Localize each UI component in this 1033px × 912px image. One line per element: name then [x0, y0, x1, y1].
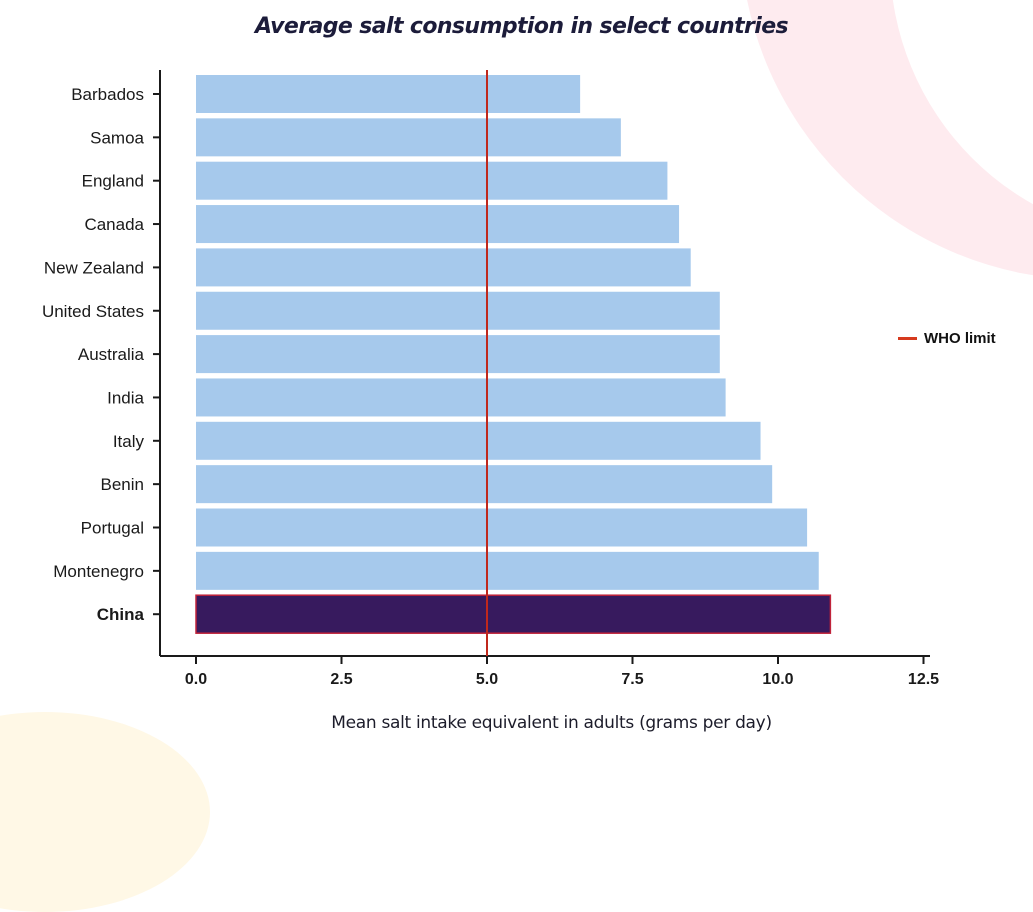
y-tick-label-china: China	[97, 605, 145, 624]
chart-title: Average salt consumption in select count…	[254, 14, 789, 39]
bar-india	[196, 378, 726, 417]
bar-chart: Barbados Samoa England Canada New Zealand Uni…	[42, 70, 939, 688]
legend-label-who-limit: WHO limit	[924, 330, 996, 347]
legend-swatch-who-limit	[898, 337, 917, 340]
bar-canada	[196, 205, 680, 244]
bar-new-zealand	[196, 248, 691, 287]
legend: WHO limit	[898, 330, 996, 347]
y-tick-label-india: India	[107, 388, 144, 407]
bar-england	[196, 161, 668, 200]
x-ticks: 0.0 2.5 5.0 7.5 10.0 12.5	[185, 656, 939, 688]
bar-united-states	[196, 291, 720, 330]
y-tick-label-new-zealand: New Zealand	[44, 258, 144, 277]
x-tick-label: 10.0	[762, 671, 793, 688]
y-tick-label-england: England	[82, 172, 144, 191]
y-tick-label-benin: Benin	[101, 475, 144, 494]
x-tick-label: 0.0	[185, 671, 207, 688]
bar-samoa	[196, 118, 621, 157]
x-tick-label: 5.0	[476, 671, 498, 688]
bar-china	[195, 594, 832, 634]
x-tick-label: 12.5	[908, 671, 939, 688]
y-tick-labels: Barbados Samoa England Canada New Zealand Uni…	[42, 85, 160, 624]
bar-benin	[196, 465, 773, 504]
y-tick-label-united-states: United States	[42, 302, 144, 321]
y-tick-label-samoa: Samoa	[90, 128, 144, 147]
x-tick-label: 2.5	[330, 671, 352, 688]
y-tick-label-canada: Canada	[84, 215, 144, 234]
y-tick-label-barbados: Barbados	[71, 85, 144, 104]
y-tick-label-italy: Italy	[113, 432, 145, 451]
y-tick-label-portugal: Portugal	[81, 519, 144, 538]
bar-italy	[196, 421, 761, 460]
bar-barbados	[196, 75, 581, 113]
y-tick-label-australia: Australia	[78, 345, 145, 364]
x-tick-label: 7.5	[621, 671, 643, 688]
x-axis-title: Mean salt intake equivalent in adults (g…	[331, 713, 772, 733]
bars-group	[195, 75, 832, 634]
bar-australia	[196, 335, 720, 374]
bar-portugal	[196, 508, 808, 547]
y-tick-label-montenegro: Montenegro	[53, 562, 144, 581]
bar-montenegro	[196, 551, 819, 590]
